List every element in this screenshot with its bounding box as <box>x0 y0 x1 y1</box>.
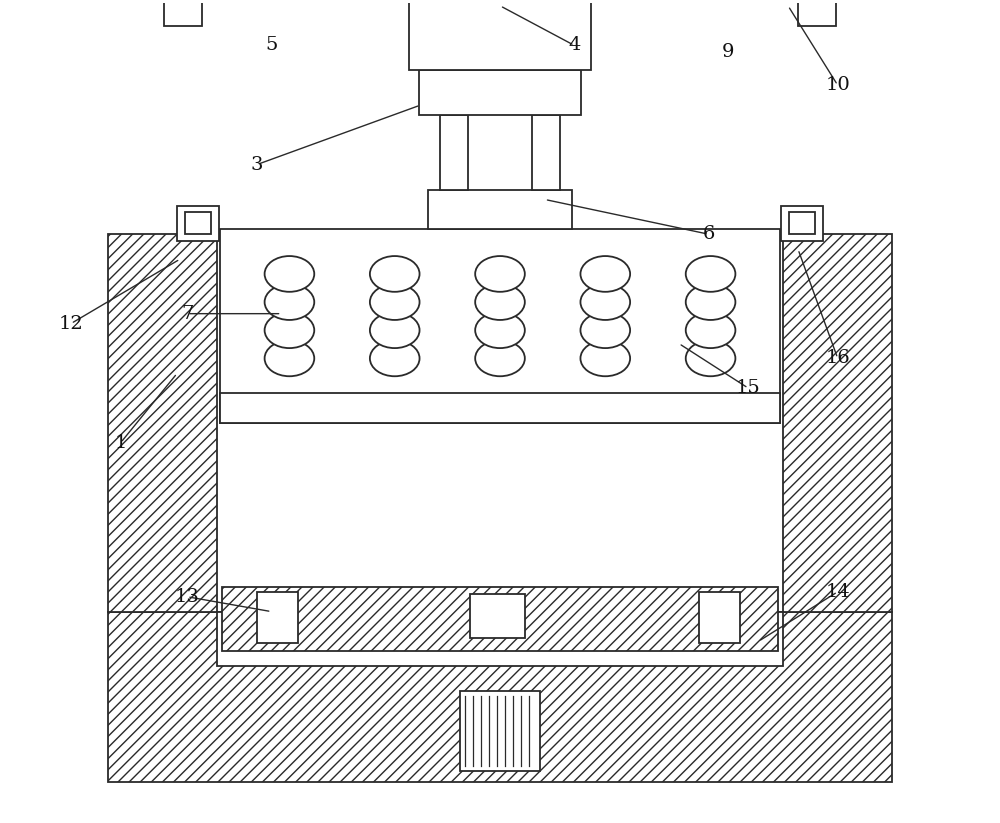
Text: 15: 15 <box>736 379 761 398</box>
Bar <box>108 235 217 611</box>
Text: 1: 1 <box>114 434 127 452</box>
Ellipse shape <box>475 284 525 320</box>
Bar <box>220 230 780 423</box>
Bar <box>699 592 740 644</box>
Ellipse shape <box>265 284 314 320</box>
Ellipse shape <box>580 341 630 376</box>
Ellipse shape <box>580 256 630 292</box>
Bar <box>185 212 211 235</box>
Ellipse shape <box>686 256 735 292</box>
Bar <box>217 611 783 667</box>
Text: 14: 14 <box>825 583 850 601</box>
Ellipse shape <box>370 313 420 348</box>
Bar <box>164 0 202 26</box>
Text: 3: 3 <box>250 156 263 174</box>
Text: 13: 13 <box>175 588 200 606</box>
Bar <box>177 207 219 241</box>
Ellipse shape <box>265 313 314 348</box>
Text: 6: 6 <box>702 226 715 244</box>
Text: 5: 5 <box>265 36 278 54</box>
Text: 9: 9 <box>722 44 735 62</box>
Ellipse shape <box>686 313 735 348</box>
Text: 7: 7 <box>181 305 193 323</box>
Bar <box>440 115 468 189</box>
Bar <box>419 70 581 115</box>
Bar <box>532 115 560 189</box>
Ellipse shape <box>265 256 314 292</box>
Bar <box>409 0 591 70</box>
Bar <box>470 593 525 639</box>
Ellipse shape <box>370 256 420 292</box>
Ellipse shape <box>475 256 525 292</box>
Ellipse shape <box>370 284 420 320</box>
Ellipse shape <box>265 341 314 376</box>
Ellipse shape <box>686 341 735 376</box>
Ellipse shape <box>475 341 525 376</box>
Ellipse shape <box>580 284 630 320</box>
Bar <box>798 0 836 26</box>
Bar <box>783 235 892 611</box>
Bar <box>789 212 815 235</box>
Ellipse shape <box>686 284 735 320</box>
Text: 4: 4 <box>568 36 581 54</box>
Bar <box>781 207 823 241</box>
Bar <box>220 393 780 423</box>
Text: 16: 16 <box>825 349 850 367</box>
Bar <box>222 587 778 651</box>
Ellipse shape <box>370 341 420 376</box>
Text: 12: 12 <box>59 314 83 332</box>
Text: 10: 10 <box>825 77 850 94</box>
Ellipse shape <box>475 313 525 348</box>
Bar <box>428 189 572 230</box>
Ellipse shape <box>580 313 630 348</box>
Bar <box>460 691 540 770</box>
Bar <box>257 592 298 644</box>
Bar <box>108 611 892 783</box>
